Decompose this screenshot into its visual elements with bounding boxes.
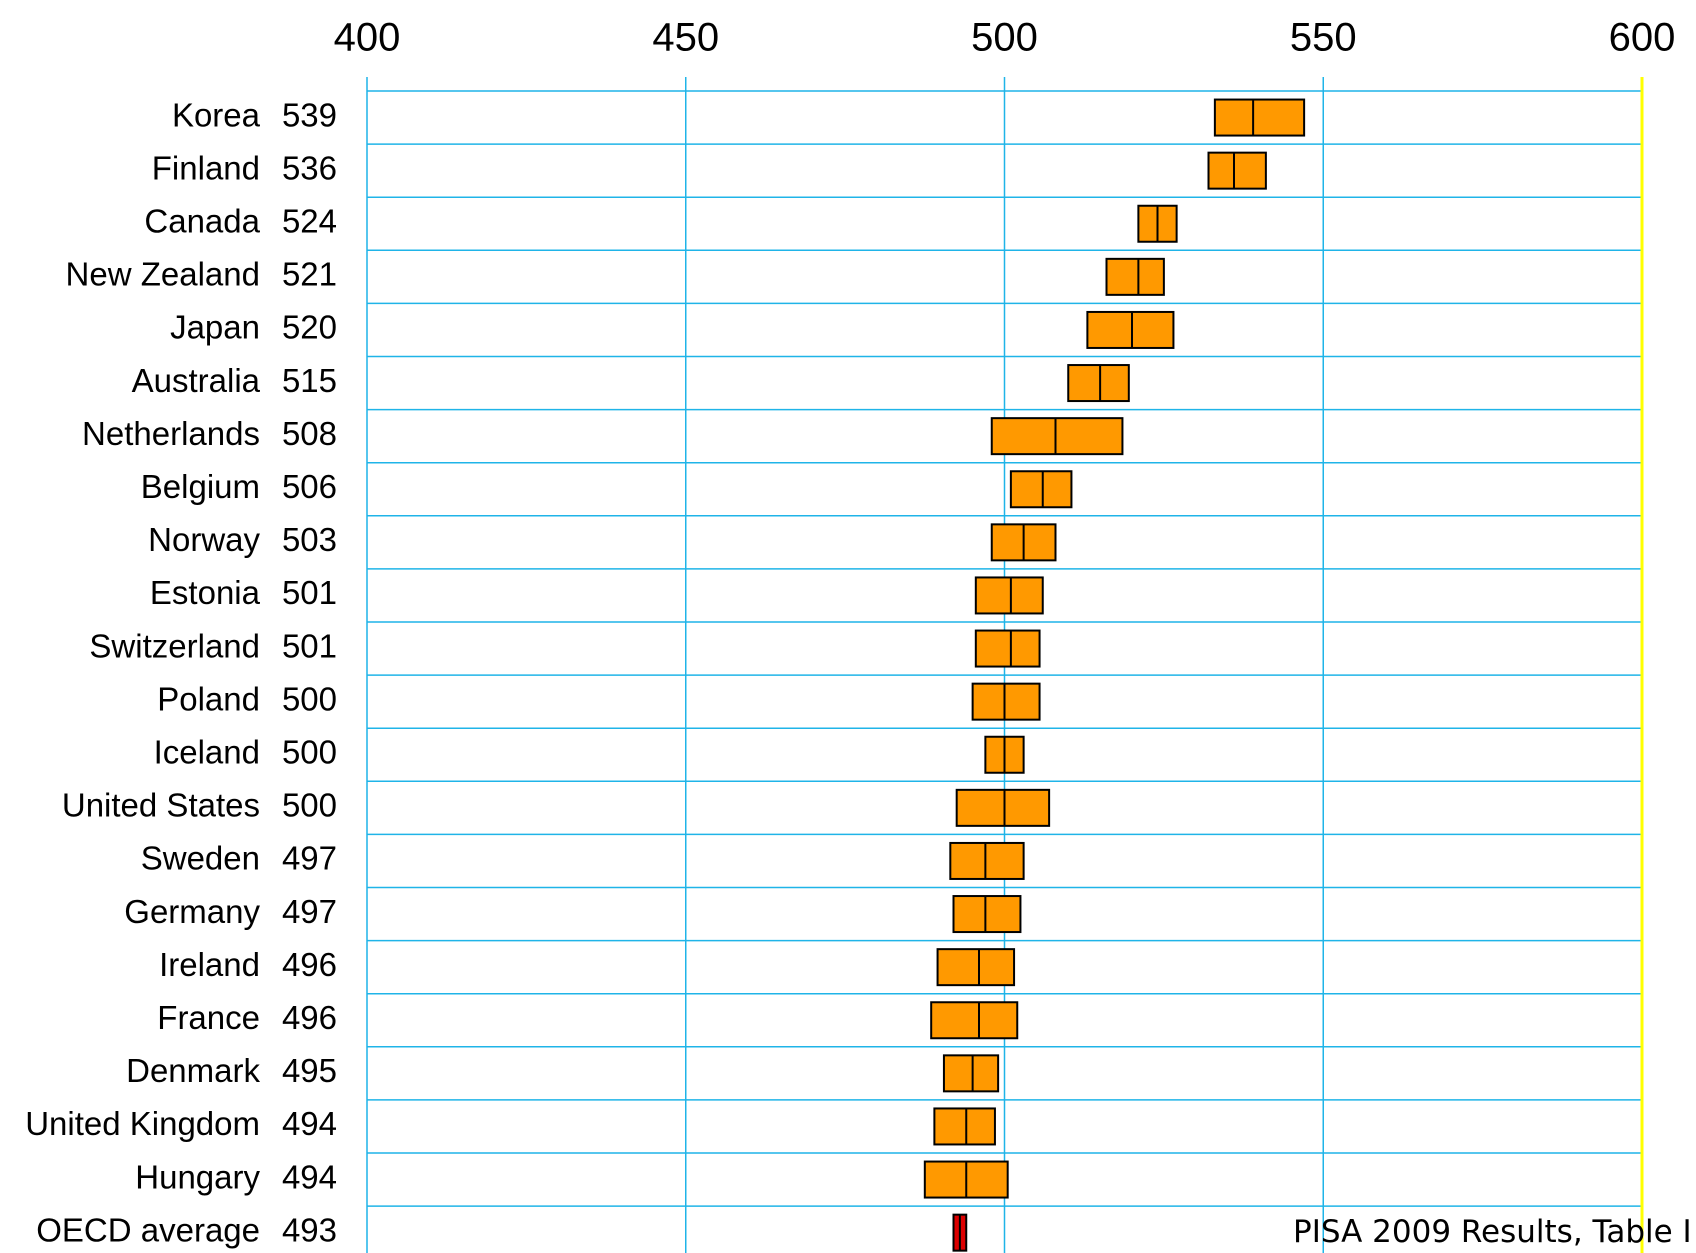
score-label: 503 bbox=[282, 521, 337, 558]
score-box bbox=[1207, 151, 1267, 190]
score-label: 506 bbox=[282, 468, 337, 505]
score-box bbox=[936, 948, 1016, 987]
score-label: 493 bbox=[282, 1211, 337, 1248]
score-label: 496 bbox=[282, 946, 337, 983]
score-label: 497 bbox=[282, 893, 337, 930]
score-label: 500 bbox=[282, 680, 337, 717]
source-note: PISA 2009 Results, Table I bbox=[1293, 1214, 1692, 1250]
country-label: United States bbox=[62, 787, 260, 824]
score-box bbox=[1086, 310, 1175, 349]
country-label: Iceland bbox=[154, 733, 260, 770]
x-tick-label: 400 bbox=[334, 16, 401, 60]
score-label: 500 bbox=[282, 787, 337, 824]
country-label: Norway bbox=[148, 521, 260, 558]
country-label: Belgium bbox=[141, 468, 260, 505]
score-label: 494 bbox=[282, 1158, 337, 1195]
country-label: Netherlands bbox=[82, 415, 260, 452]
score-label: 536 bbox=[282, 149, 337, 186]
country-label: Australia bbox=[132, 362, 261, 399]
country-label: United Kingdom bbox=[25, 1105, 260, 1142]
score-box bbox=[930, 1001, 1019, 1040]
score-box bbox=[1009, 470, 1073, 509]
country-label: Korea bbox=[172, 96, 261, 133]
score-box bbox=[990, 417, 1124, 456]
row-labels: Korea 539 Finland 536 Canada 524 New Zealand 52… bbox=[25, 96, 337, 1248]
x-tick-label: 550 bbox=[1290, 16, 1357, 60]
country-label: Canada bbox=[144, 202, 260, 239]
score-label: 495 bbox=[282, 1052, 337, 1089]
country-label: Poland bbox=[157, 680, 260, 717]
country-label: Hungary bbox=[135, 1158, 260, 1195]
score-box bbox=[955, 788, 1051, 827]
country-label: Japan bbox=[170, 309, 260, 346]
score-label: 497 bbox=[282, 840, 337, 877]
country-label: Switzerland bbox=[89, 627, 260, 664]
score-box bbox=[952, 895, 1022, 934]
score-label: 539 bbox=[282, 96, 337, 133]
score-box bbox=[949, 841, 1025, 880]
x-tick-label: 600 bbox=[1609, 16, 1676, 60]
score-label: 521 bbox=[282, 256, 337, 293]
score-box bbox=[933, 1107, 996, 1146]
score-box bbox=[974, 629, 1041, 668]
country-label: Denmark bbox=[126, 1052, 260, 1089]
country-label: Germany bbox=[124, 893, 260, 930]
score-box bbox=[971, 682, 1041, 721]
score-label: 496 bbox=[282, 999, 337, 1036]
country-label: OECD average bbox=[36, 1211, 260, 1248]
country-label: New Zealand bbox=[66, 256, 260, 293]
score-label: 500 bbox=[282, 733, 337, 770]
score-label: 501 bbox=[282, 574, 337, 611]
country-label: Finland bbox=[152, 149, 260, 186]
country-label: Estonia bbox=[150, 574, 261, 611]
score-box bbox=[942, 1054, 1000, 1093]
score-label: 520 bbox=[282, 309, 337, 346]
x-tick-label: 500 bbox=[971, 16, 1038, 60]
score-label: 494 bbox=[282, 1105, 337, 1142]
x-tick-labels: 400 450 500 550 600 bbox=[334, 16, 1676, 60]
score-label: 524 bbox=[282, 202, 337, 239]
country-label: Sweden bbox=[141, 840, 260, 877]
country-label: Ireland bbox=[159, 946, 260, 983]
score-label: 508 bbox=[282, 415, 337, 452]
score-boxes bbox=[923, 98, 1306, 1252]
score-box bbox=[974, 576, 1044, 615]
score-label: 501 bbox=[282, 627, 337, 664]
score-box bbox=[1213, 98, 1306, 137]
score-box bbox=[1067, 364, 1130, 403]
country-label: France bbox=[157, 999, 260, 1036]
x-tick-label: 450 bbox=[652, 16, 719, 60]
score-box bbox=[1105, 257, 1165, 296]
score-label: 515 bbox=[282, 362, 337, 399]
